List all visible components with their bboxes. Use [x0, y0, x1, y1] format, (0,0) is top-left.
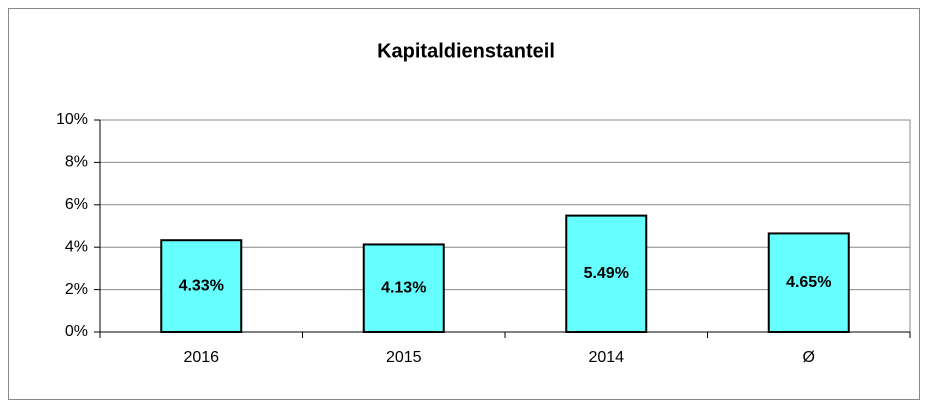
y-tick-label: 8% [65, 154, 88, 171]
y-tick-label: 10% [56, 111, 88, 128]
bar [767, 232, 850, 333]
bar [160, 239, 243, 333]
y-tick-label: 4% [65, 238, 88, 255]
x-tick-label: 2016 [183, 349, 219, 366]
x-tick-label: 2015 [386, 349, 422, 366]
chart-border [8, 8, 920, 400]
chart-title: Kapitaldienstanteil [377, 40, 555, 62]
bar [565, 214, 648, 333]
data-label: 4.33% [179, 277, 224, 294]
x-tick-label: Ø [803, 349, 815, 366]
data-label: 5.49% [584, 265, 629, 282]
data-label: 4.13% [381, 279, 426, 296]
data-label: 4.65% [786, 274, 831, 291]
y-tick-label: 2% [65, 281, 88, 298]
bar [362, 243, 445, 333]
x-tick-label: 2014 [588, 349, 624, 366]
y-tick-label: 6% [65, 196, 88, 213]
y-tick-label: 0% [65, 323, 88, 340]
